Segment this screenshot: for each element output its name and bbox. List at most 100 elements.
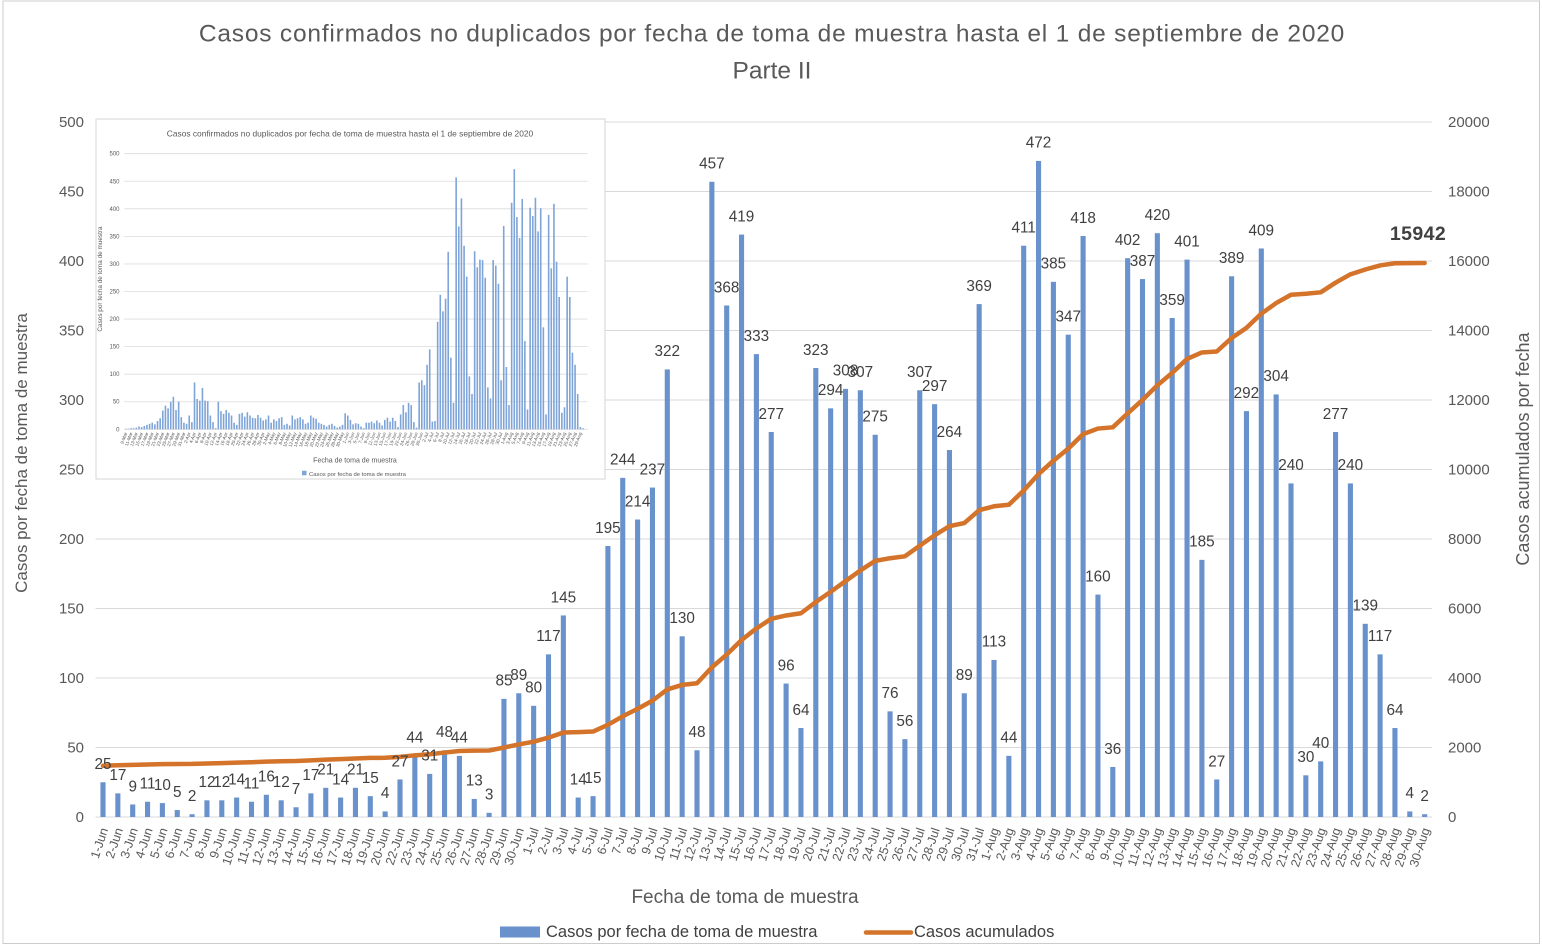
svg-text:139: 139 — [1352, 598, 1378, 615]
svg-text:9-Jun: 9-Jun — [363, 431, 372, 444]
svg-text:6-May: 6-May — [272, 431, 281, 445]
svg-text:26-Jul: 26-Jul — [484, 432, 493, 445]
svg-text:80: 80 — [525, 680, 542, 697]
svg-text:18-Apr: 18-Apr — [225, 431, 235, 446]
svg-text:297: 297 — [922, 378, 948, 395]
svg-text:10-Jul: 10-Jul — [442, 432, 451, 445]
svg-text:30-May: 30-May — [335, 431, 345, 448]
svg-text:24-Apr: 24-Apr — [240, 431, 250, 446]
svg-text:240: 240 — [1338, 457, 1364, 474]
svg-text:250: 250 — [59, 462, 84, 479]
svg-text:36: 36 — [1104, 741, 1121, 758]
svg-text:387: 387 — [1130, 253, 1156, 270]
svg-text:7-Aug: 7-Aug — [516, 431, 525, 445]
svg-text:300: 300 — [59, 392, 84, 409]
svg-text:Casos acumulados por fecha: Casos acumulados por fecha — [1513, 331, 1533, 565]
svg-text:27-Mar: 27-Mar — [166, 431, 176, 447]
svg-text:347: 347 — [1055, 308, 1081, 325]
svg-text:89: 89 — [510, 667, 527, 684]
svg-text:3-Jun: 3-Jun — [347, 431, 356, 444]
svg-text:44: 44 — [1000, 730, 1018, 747]
svg-text:5-Jun: 5-Jun — [352, 431, 361, 444]
svg-text:418: 418 — [1070, 210, 1096, 227]
svg-text:14-Jul: 14-Jul — [452, 432, 461, 445]
svg-text:7-Jun: 7-Jun — [357, 431, 366, 444]
svg-text:130: 130 — [669, 610, 695, 627]
svg-text:150: 150 — [109, 345, 120, 351]
svg-text:14-Apr: 14-Apr — [214, 431, 224, 446]
svg-text:30-Jul: 30-Jul — [495, 432, 504, 445]
svg-text:200: 200 — [109, 317, 120, 323]
svg-text:Casos confirmados no duplicado: Casos confirmados no duplicados por fech… — [167, 129, 534, 139]
svg-text:113: 113 — [982, 634, 1006, 651]
svg-text:0: 0 — [116, 427, 120, 433]
svg-text:17-Mar: 17-Mar — [140, 431, 150, 447]
svg-text:10-May: 10-May — [282, 431, 292, 448]
svg-text:150: 150 — [59, 601, 84, 618]
svg-text:294: 294 — [818, 382, 844, 399]
svg-text:17-Jun: 17-Jun — [383, 431, 393, 446]
svg-text:64: 64 — [792, 702, 810, 719]
svg-text:2: 2 — [188, 788, 197, 805]
svg-text:Fecha de toma de muestra: Fecha de toma de muestra — [631, 887, 858, 908]
svg-text:457: 457 — [699, 156, 725, 173]
svg-text:29-Aug: 29-Aug — [573, 431, 583, 447]
svg-text:19-Aug: 19-Aug — [547, 431, 557, 447]
svg-text:15942: 15942 — [1390, 223, 1446, 245]
svg-text:145: 145 — [551, 589, 577, 606]
svg-text:28-Jul: 28-Jul — [489, 432, 498, 445]
svg-text:17: 17 — [109, 767, 126, 784]
svg-text:23-Mar: 23-Mar — [156, 431, 166, 447]
svg-text:30-Apr: 30-Apr — [256, 431, 266, 446]
svg-text:300: 300 — [109, 262, 120, 268]
svg-text:20000: 20000 — [1448, 114, 1490, 131]
svg-text:1-Aug: 1-Aug — [500, 431, 509, 445]
svg-text:25-Aug: 25-Aug — [562, 431, 572, 447]
svg-text:27: 27 — [391, 753, 408, 770]
svg-text:Parte II: Parte II — [733, 58, 812, 85]
svg-text:500: 500 — [109, 152, 120, 158]
svg-text:4: 4 — [1406, 785, 1415, 802]
svg-text:15-Mar: 15-Mar — [134, 431, 144, 447]
svg-text:30: 30 — [1297, 749, 1314, 766]
svg-text:Casos por fecha de toma de mue: Casos por fecha de toma de muestra — [12, 313, 31, 593]
svg-text:22-Apr: 22-Apr — [235, 431, 245, 446]
svg-text:23-Aug: 23-Aug — [557, 431, 567, 447]
svg-text:13: 13 — [466, 773, 483, 790]
svg-text:4-Apr: 4-Apr — [188, 431, 197, 444]
svg-text:13-Jun: 13-Jun — [372, 431, 382, 446]
svg-text:117: 117 — [1368, 628, 1392, 645]
svg-text:24-Jul: 24-Jul — [479, 432, 488, 445]
svg-text:419: 419 — [729, 208, 755, 225]
svg-text:85: 85 — [495, 673, 512, 690]
svg-text:12: 12 — [273, 774, 290, 791]
svg-text:7: 7 — [292, 781, 301, 798]
svg-text:18-May: 18-May — [303, 431, 313, 448]
svg-text:11: 11 — [140, 776, 156, 793]
svg-text:11-Mar: 11-Mar — [124, 431, 134, 447]
svg-text:44: 44 — [406, 730, 424, 747]
svg-text:500: 500 — [59, 114, 84, 131]
svg-text:96: 96 — [778, 657, 795, 674]
svg-text:385: 385 — [1041, 256, 1067, 273]
svg-text:322: 322 — [655, 343, 681, 360]
svg-text:76: 76 — [882, 685, 899, 702]
svg-text:21: 21 — [317, 762, 334, 779]
svg-text:15: 15 — [585, 770, 602, 787]
svg-text:9-Mar: 9-Mar — [119, 431, 128, 444]
svg-text:200: 200 — [59, 531, 84, 548]
svg-text:369: 369 — [966, 278, 992, 295]
svg-text:30-Jun: 30-Jun — [415, 431, 425, 446]
svg-text:323: 323 — [803, 342, 829, 359]
svg-text:1-Jun: 1-Jun — [342, 431, 351, 444]
svg-text:308: 308 — [833, 363, 859, 380]
svg-text:411: 411 — [1012, 220, 1036, 237]
svg-text:12-Jul: 12-Jul — [447, 432, 456, 445]
svg-text:21-Aug: 21-Aug — [552, 431, 562, 447]
svg-text:50: 50 — [67, 740, 84, 757]
svg-text:12000: 12000 — [1448, 392, 1490, 409]
svg-text:29-Mar: 29-Mar — [171, 431, 181, 447]
svg-text:20-Jul: 20-Jul — [468, 432, 477, 445]
svg-text:420: 420 — [1145, 207, 1171, 224]
svg-text:185: 185 — [1189, 534, 1215, 551]
